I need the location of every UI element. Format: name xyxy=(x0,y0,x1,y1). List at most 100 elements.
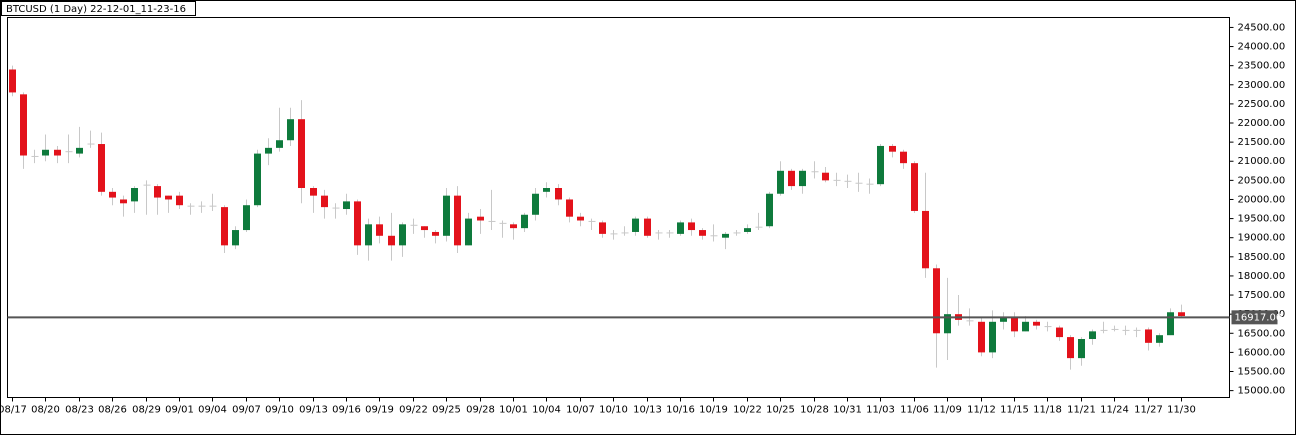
candle-body xyxy=(1000,317,1007,322)
y-tick-label: 15000.00 xyxy=(1238,386,1286,397)
candle-body xyxy=(477,216,484,221)
y-tick-label: 24500.00 xyxy=(1238,22,1286,33)
candle-body xyxy=(1078,339,1085,359)
candle-body xyxy=(243,205,250,231)
candle-body xyxy=(877,145,884,185)
x-tick-label: 08/26 xyxy=(98,405,127,416)
candle-body xyxy=(766,193,773,227)
candle-body xyxy=(131,188,138,202)
y-tick-label: 23500.00 xyxy=(1238,61,1286,72)
plot-frame xyxy=(7,17,1230,398)
x-tick-label: 10/13 xyxy=(633,405,662,416)
candle-body xyxy=(532,193,539,215)
candle-body xyxy=(54,149,61,156)
y-tick-label: 19000.00 xyxy=(1238,233,1286,244)
x-tick-label: 10/28 xyxy=(800,405,829,416)
candle-body xyxy=(109,191,116,198)
candle-body xyxy=(399,224,406,246)
x-tick-label: 08/20 xyxy=(31,405,60,416)
candle-body xyxy=(388,235,395,246)
y-tick-label: 20500.00 xyxy=(1238,175,1286,186)
candle-body xyxy=(321,195,328,208)
candle-body xyxy=(632,218,639,232)
x-tick-label: 11/09 xyxy=(933,405,962,416)
candle-body xyxy=(287,119,294,141)
candle-body xyxy=(944,314,951,334)
candle-body xyxy=(310,188,317,196)
candle-body xyxy=(911,163,918,211)
x-tick-label: 10/10 xyxy=(599,405,628,416)
candle-body xyxy=(1178,312,1185,317)
candle-body xyxy=(1167,312,1174,336)
y-tick-label: 22000.00 xyxy=(1238,118,1286,129)
candle-body xyxy=(232,230,239,246)
x-tick-label: 09/04 xyxy=(198,405,227,416)
candle-body xyxy=(221,207,228,246)
y-tick-label: 20000.00 xyxy=(1238,194,1286,205)
candle-body xyxy=(254,153,261,206)
x-tick-label: 09/28 xyxy=(466,405,495,416)
candle-body xyxy=(521,214,528,229)
candle-body xyxy=(120,199,127,204)
candle-body xyxy=(465,218,472,246)
candle-body xyxy=(354,201,361,246)
y-tick-label: 18000.00 xyxy=(1238,271,1286,282)
candle-body xyxy=(788,170,795,187)
x-tick-label: 09/13 xyxy=(299,405,328,416)
candle-body xyxy=(9,69,16,93)
x-tick-label: 08/23 xyxy=(65,405,94,416)
candle-body xyxy=(922,210,929,269)
candle-body xyxy=(1089,331,1096,340)
candle-body xyxy=(799,170,806,187)
candle-body xyxy=(20,94,27,156)
candle-body xyxy=(744,228,751,232)
x-tick-label: 09/25 xyxy=(432,405,461,416)
candle-body xyxy=(543,188,550,192)
title-box xyxy=(1,1,196,16)
candle-body xyxy=(76,147,83,154)
x-tick-label: 10/25 xyxy=(766,405,795,416)
candle-body xyxy=(443,195,450,236)
candle-body xyxy=(1067,337,1074,359)
candle-body xyxy=(699,230,706,236)
y-tick-label: 16500.00 xyxy=(1238,328,1286,339)
y-tick-label: 15500.00 xyxy=(1238,367,1286,378)
candle-body xyxy=(510,224,517,229)
x-tick-label: 08/29 xyxy=(132,405,161,416)
x-tick-label: 11/30 xyxy=(1167,405,1196,416)
candle-body xyxy=(376,224,383,236)
y-tick-label: 24000.00 xyxy=(1238,42,1286,53)
candle-body xyxy=(978,321,985,353)
candle-body xyxy=(42,149,49,156)
y-tick-label: 19500.00 xyxy=(1238,214,1286,225)
candle-body xyxy=(555,188,562,200)
candle-body xyxy=(154,186,161,198)
x-tick-label: 11/18 xyxy=(1033,405,1062,416)
x-tick-label: 09/10 xyxy=(265,405,294,416)
candle-body xyxy=(1033,321,1040,326)
x-tick-label: 10/01 xyxy=(499,405,528,416)
x-tick-label: 09/22 xyxy=(399,405,428,416)
candle-body xyxy=(298,119,305,189)
price-label: 16917.00 xyxy=(1235,312,1283,323)
candle-body xyxy=(900,151,907,164)
candle-body xyxy=(688,222,695,231)
candle-body xyxy=(1022,321,1029,332)
candle-body xyxy=(265,147,272,154)
y-tick-label: 23000.00 xyxy=(1238,80,1286,91)
x-tick-label: 10/31 xyxy=(833,405,862,416)
x-tick-label: 11/15 xyxy=(1000,405,1029,416)
y-tick-label: 21500.00 xyxy=(1238,137,1286,148)
x-tick-label: 10/22 xyxy=(733,405,762,416)
x-tick-label: 11/24 xyxy=(1100,405,1129,416)
y-tick-label: 18500.00 xyxy=(1238,252,1286,263)
candle-body xyxy=(432,231,439,236)
candle-body xyxy=(577,216,584,221)
x-tick-label: 09/01 xyxy=(165,405,194,416)
y-tick-label: 17500.00 xyxy=(1238,290,1286,301)
candle-body xyxy=(1056,327,1063,338)
candle-body xyxy=(1145,329,1152,343)
price-label-box xyxy=(1231,310,1278,325)
x-tick-label: 10/16 xyxy=(666,405,695,416)
x-tick-label: 11/06 xyxy=(900,405,929,416)
